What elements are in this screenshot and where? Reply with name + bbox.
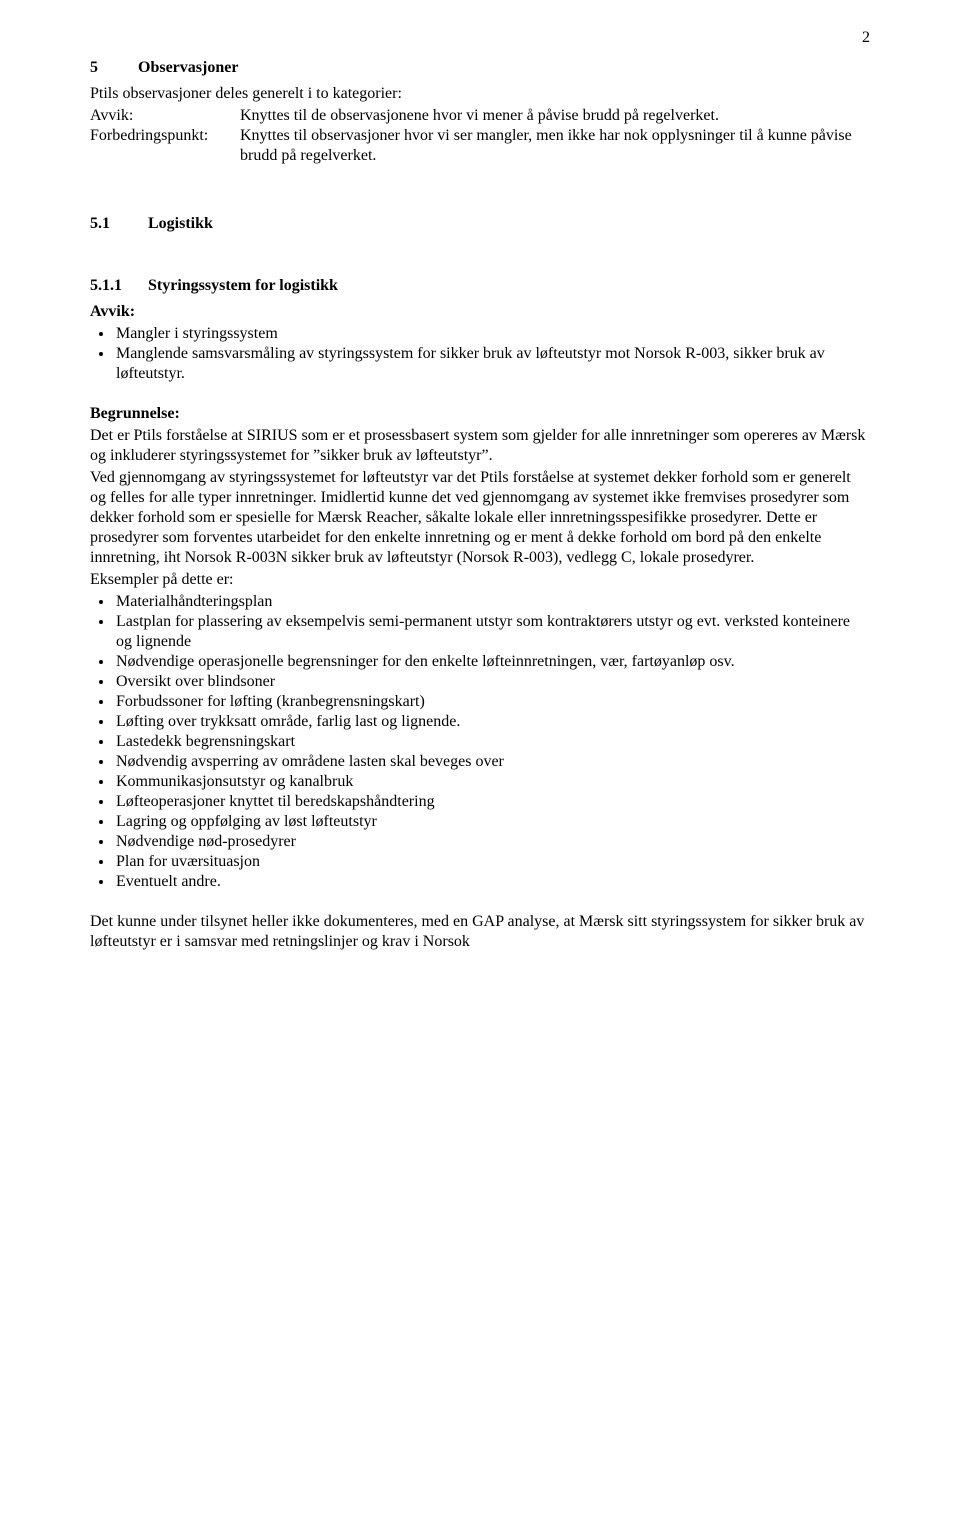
list-item: Manglende samsvarsmåling av styringssyst… — [114, 344, 870, 384]
intro-paragraph: Ptils observasjoner deles generelt i to … — [90, 84, 870, 104]
list-item: Kommunikasjonsutstyr og kanalbruk — [114, 772, 870, 792]
eksempler-list: Materialhåndteringsplan Lastplan for pla… — [90, 592, 870, 892]
begrunnelse-label: Begrunnelse: — [90, 404, 870, 424]
avvik-label: Avvik: — [90, 302, 870, 322]
list-item: Eventuelt andre. — [114, 872, 870, 892]
page: 2 5 Observasjoner Ptils observasjoner de… — [0, 0, 960, 994]
list-item: Forbudssoner for løfting (kranbegrensnin… — [114, 692, 870, 712]
definition-forbedringspunkt: Forbedringspunkt: Knyttes til observasjo… — [90, 126, 870, 166]
definition-text: Knyttes til observasjoner hvor vi ser ma… — [240, 126, 870, 166]
closing-paragraph: Det kunne under tilsynet heller ikke dok… — [90, 912, 870, 952]
definition-text: Knyttes til de observasjonene hvor vi me… — [240, 106, 870, 126]
heading-title: Observasjoner — [138, 58, 238, 78]
list-item: Lastedekk begrensningskart — [114, 732, 870, 752]
definition-label: Forbedringspunkt: — [90, 126, 240, 146]
list-item: Nødvendig avsperring av områdene lasten … — [114, 752, 870, 772]
list-item: Nødvendige nød-prosedyrer — [114, 832, 870, 852]
heading-title: Styringssystem for logistikk — [148, 276, 338, 296]
heading-title: Logistikk — [148, 214, 213, 234]
definition-avvik: Avvik: Knyttes til de observasjonene hvo… — [90, 106, 870, 126]
heading-styringssystem: 5.1.1 Styringssystem for logistikk — [90, 276, 870, 296]
list-item: Nødvendige operasjonelle begrensninger f… — [114, 652, 870, 672]
list-item: Oversikt over blindsoner — [114, 672, 870, 692]
heading-observasjoner: 5 Observasjoner — [90, 58, 870, 78]
list-item: Lagring og oppfølging av løst løfteutsty… — [114, 812, 870, 832]
list-item: Mangler i styringssystem — [114, 324, 870, 344]
body-paragraph: Ved gjennomgang av styringssystemet for … — [90, 468, 870, 568]
body-paragraph: Eksempler på dette er: — [90, 570, 870, 590]
list-item: Løfteoperasjoner knyttet til beredskapsh… — [114, 792, 870, 812]
list-item: Lastplan for plassering av eksempelvis s… — [114, 612, 870, 652]
definition-label: Avvik: — [90, 106, 240, 126]
heading-logistikk: 5.1 Logistikk — [90, 214, 870, 234]
heading-number: 5.1 — [90, 214, 148, 234]
list-item: Materialhåndteringsplan — [114, 592, 870, 612]
heading-number: 5.1.1 — [90, 276, 148, 296]
avvik-list: Mangler i styringssystem Manglende samsv… — [90, 324, 870, 384]
body-paragraph: Det er Ptils forståelse at SIRIUS som er… — [90, 426, 870, 466]
list-item: Plan for uværsituasjon — [114, 852, 870, 872]
heading-number: 5 — [90, 58, 138, 78]
page-number: 2 — [862, 28, 870, 48]
list-item: Løfting over trykksatt område, farlig la… — [114, 712, 870, 732]
